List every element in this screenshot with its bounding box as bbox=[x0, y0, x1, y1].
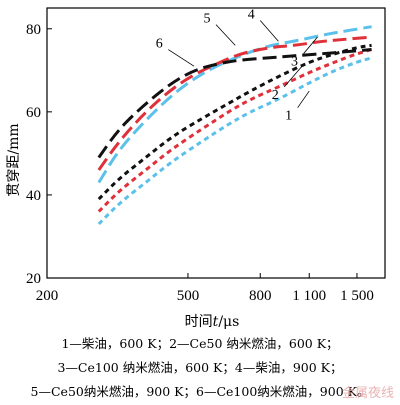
series-line-4 bbox=[97, 25, 372, 184]
y-tick-label: 60 bbox=[26, 105, 41, 121]
curve-label-1: 1 bbox=[285, 109, 292, 124]
y-tick-label: 40 bbox=[26, 188, 41, 204]
line-chart: 200 500 800 1 100 1 500 20 40 60 80 12 3 4 5 6 贯穿距/m… bbox=[6, 7, 386, 330]
leader-line-6 bbox=[168, 49, 195, 67]
curve-label-3: 3 bbox=[291, 55, 298, 70]
curve-label-5: 5 bbox=[204, 12, 211, 27]
x-axis-title-text: 时间 bbox=[185, 314, 213, 330]
series-layer bbox=[97, 25, 373, 226]
leader-line-4 bbox=[259, 20, 279, 42]
series-line-1 bbox=[97, 56, 373, 226]
leader-line-2 bbox=[283, 65, 303, 88]
curve-label-4: 4 bbox=[248, 7, 255, 22]
plot-frame bbox=[46, 7, 386, 279]
x-tick-label: 1 100 bbox=[292, 288, 326, 304]
y-axis-title: 贯穿距/mm bbox=[6, 123, 22, 196]
legend-line-1: 1—柴油，600 K；2—Ce50 纳米燃油，600 K； bbox=[61, 336, 339, 351]
series-line-5 bbox=[97, 35, 372, 171]
series-line-2 bbox=[97, 48, 373, 213]
curve-label-6: 6 bbox=[156, 37, 163, 52]
axes: 200 500 800 1 100 1 500 20 40 60 80 bbox=[26, 7, 386, 304]
leader-line-3 bbox=[303, 36, 318, 54]
leader-line-5 bbox=[215, 24, 236, 46]
x-tick-label: 1 500 bbox=[340, 288, 374, 304]
watermark-text: 金属夜线 bbox=[341, 386, 394, 401]
x-tick-label: 500 bbox=[177, 288, 200, 304]
x-tick-label: 800 bbox=[249, 288, 272, 304]
y-tick-label: 20 bbox=[26, 271, 41, 287]
x-tick-label: 200 bbox=[36, 288, 59, 304]
series-line-3 bbox=[97, 43, 372, 201]
y-tick-label: 80 bbox=[26, 22, 41, 38]
legend-line-2: 3—Ce100 纳米燃油，600 K；4—柴油，900 K； bbox=[57, 360, 343, 375]
x-axis-title-variable: t bbox=[213, 314, 219, 330]
leader-line-1 bbox=[297, 90, 310, 108]
legend-line-3: 5—Ce50纳米燃油，900 K；6—Ce100纳米燃油，900 K。 bbox=[30, 384, 370, 399]
x-axis-title: 时间t/μs bbox=[185, 314, 240, 330]
series-line-6 bbox=[97, 48, 372, 159]
curve-label-2: 2 bbox=[272, 88, 279, 103]
curve-labels: 12 3 4 5 6 bbox=[156, 7, 318, 124]
x-axis-title-unit: /μs bbox=[218, 314, 239, 330]
